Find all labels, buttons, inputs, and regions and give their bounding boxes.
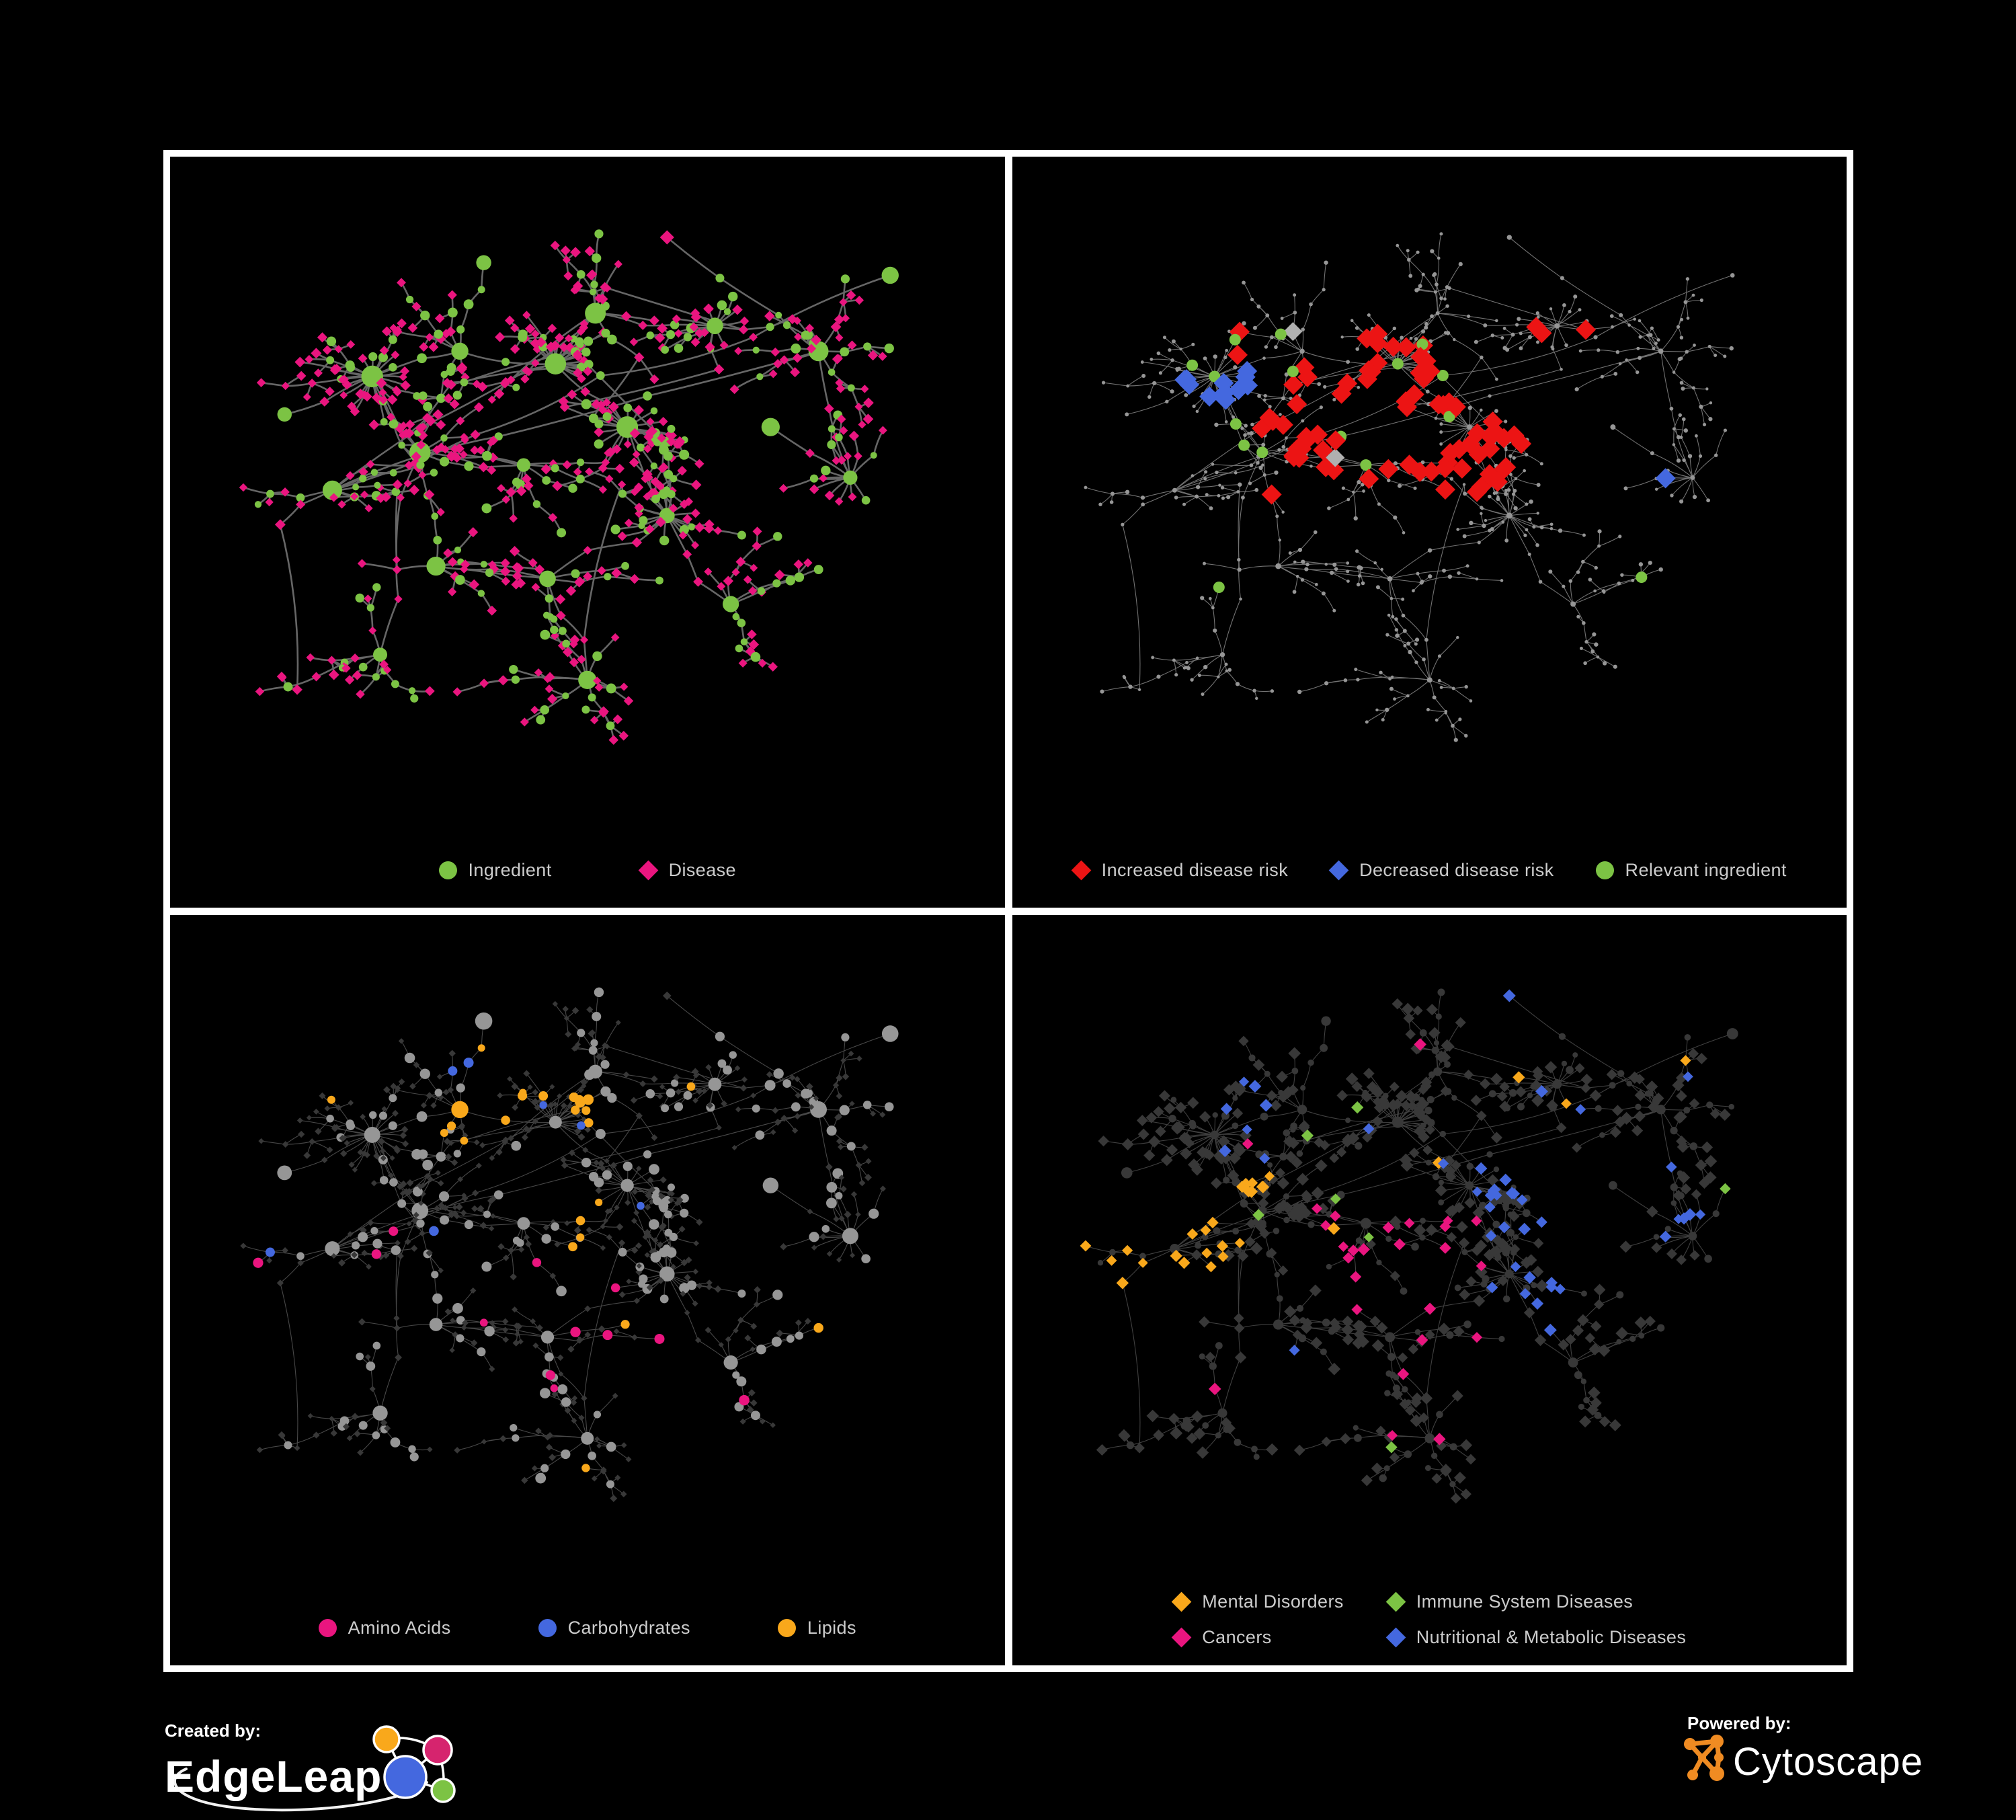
disease-risk-network [1084, 232, 1735, 742]
disease-categories-legend: Mental Disorders Immune System Diseases Ca… [1171, 1591, 1687, 1648]
legend-label: Cancers [1202, 1627, 1272, 1647]
legend-label: Increased disease risk [1101, 859, 1289, 880]
legend-item-increased-disease-risk: Increased disease risk [1071, 859, 1289, 881]
lipids-circle-icon [777, 1619, 796, 1637]
edgeleap-network-icon [372, 1725, 456, 1803]
legend-item-ingredient: Ingredient [438, 859, 552, 881]
amino-acids-circle-icon [318, 1619, 337, 1637]
legend-label: Immune System Diseases [1416, 1591, 1634, 1612]
created-by-label: Created by: [165, 1720, 261, 1741]
legend-item-decreased-disease-risk: Decreased disease risk [1328, 859, 1554, 881]
legend-item-cancers: Cancers [1171, 1627, 1272, 1648]
legend-label: Disease [668, 859, 736, 880]
panel-ingredient-classes: Amino Acids Carbohydrates Lipids [170, 914, 1005, 1665]
legend-item-nutritional-metabolic-diseases: Nutritional & Metabolic Diseases [1385, 1627, 1687, 1648]
decreased-disease-risk-diamond-icon [1328, 860, 1349, 880]
mental-disorders-diamond-icon [1171, 1591, 1192, 1612]
increased-disease-risk-diamond-icon [1071, 860, 1092, 880]
legend-label: Decreased disease risk [1359, 859, 1554, 880]
legend-item-carbohydrates: Carbohydrates [538, 1618, 690, 1638]
legend-item-lipids: Lipids [777, 1618, 856, 1638]
panel-disease-risk: Increased disease risk Decreased disease … [1012, 157, 1847, 908]
legend-item-mental-disorders: Mental Disorders [1171, 1591, 1344, 1612]
legend-item-immune-system-diseases: Immune System Diseases [1385, 1591, 1634, 1612]
panel-ingredient-disease: Ingredient Disease [170, 157, 1005, 908]
legend-item-relevant-ingredient: Relevant ingredient [1595, 859, 1787, 881]
legend-label: Carbohydrates [567, 1618, 690, 1638]
legend-item-disease: Disease [638, 859, 736, 881]
disease-diamond-icon [638, 860, 658, 880]
cytoscape-logo: Powered by: Cytoscape [1684, 1713, 1923, 1784]
relevant-ingredient-circle-icon [1595, 861, 1614, 879]
nutritional-metabolic-diseases-diamond-icon [1385, 1627, 1406, 1648]
immune-system-diseases-diamond-icon [1385, 1591, 1406, 1612]
panel-disease-categories: Mental Disorders Immune System Diseases Ca… [1012, 914, 1847, 1665]
disease-categories-network [1080, 988, 1738, 1503]
legend-label: Ingredient [468, 859, 552, 880]
ingredient-disease-network [239, 229, 899, 745]
cancers-diamond-icon [1171, 1627, 1192, 1648]
carbohydrates-circle-icon [538, 1619, 557, 1637]
edgeleap-swoosh [173, 1768, 428, 1812]
panel-grid-frame: Ingredient Disease Increased disease risk… [163, 150, 1853, 1672]
legend-label: Lipids [807, 1618, 856, 1638]
cytoscape-network-icon [1684, 1735, 1724, 1781]
legend-label: Mental Disorders [1202, 1591, 1344, 1612]
powered-by-label: Powered by: [1687, 1713, 1791, 1733]
disease-risk-legend: Increased disease risk Decreased disease … [1012, 860, 1847, 881]
legend-label: Relevant ingredient [1625, 859, 1787, 880]
legend-label: Amino Acids [348, 1618, 451, 1638]
created-by-brand: EdgeLeap [165, 1751, 382, 1801]
ingredient-classes-legend: Amino Acids Carbohydrates Lipids [170, 1618, 1005, 1638]
ingredient-circle-icon [438, 861, 457, 879]
legend-label: Nutritional & Metabolic Diseases [1416, 1627, 1687, 1647]
powered-by-brand: Cytoscape [1733, 1740, 1923, 1784]
edgeleap-logo: Created by: EdgeLeap [165, 1720, 456, 1812]
ingredient-disease-legend: Ingredient Disease [170, 860, 1005, 881]
ingredient-classes-network [240, 987, 899, 1502]
legend-item-amino-acids: Amino Acids [318, 1618, 451, 1638]
